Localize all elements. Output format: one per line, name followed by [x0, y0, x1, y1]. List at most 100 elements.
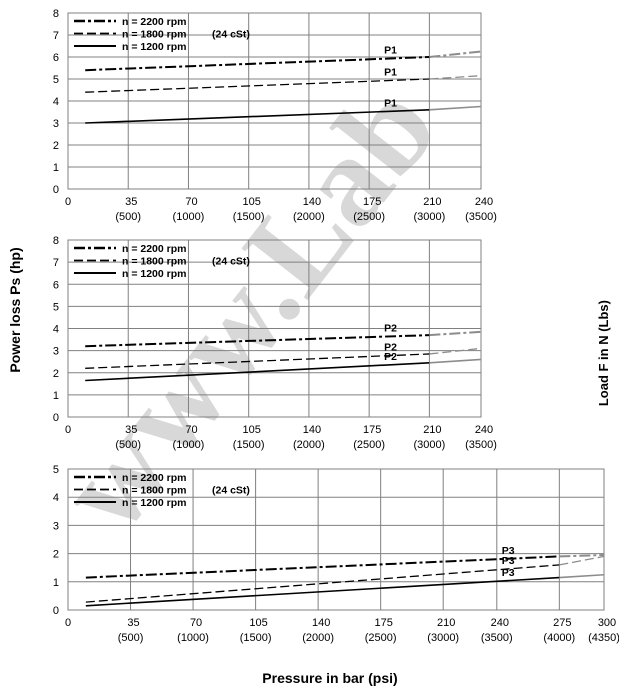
psi-tick-label: (500): [118, 632, 144, 644]
psi-tick-label: (1500): [233, 439, 265, 451]
series-2-line: [85, 555, 605, 603]
y-tick-label: 1: [53, 577, 59, 589]
series-segment: [85, 109, 430, 124]
series-extension-segment: [429, 358, 482, 364]
psi-tick-label: (3000): [413, 211, 445, 223]
x-tick-label: 175: [374, 617, 392, 629]
psi-tick-label: (3500): [465, 439, 497, 451]
psi-tick-label: (1500): [233, 211, 265, 223]
series-extension-segment: [429, 347, 482, 355]
x-tick-label: 35: [127, 617, 139, 629]
psi-tick-label: (2000): [293, 211, 325, 223]
x-tick-label: 70: [190, 617, 202, 629]
series-segment: [85, 576, 560, 607]
x-tick-label: 35: [125, 424, 137, 436]
y-tick-label: 4: [53, 492, 59, 504]
legend-note: (24 cSt): [212, 29, 250, 41]
y-tick-label: 2: [53, 549, 59, 561]
series-3-line: [85, 573, 605, 607]
x-tick-label: 140: [312, 617, 330, 629]
x-tick-label: 275: [553, 617, 571, 629]
psi-tick-label: (500): [115, 439, 141, 451]
x-tick-label: 300: [598, 617, 616, 629]
y-tick-label: 0: [53, 605, 59, 617]
y-tick-label: 6: [53, 279, 59, 291]
legend-label: n = 1200 rpm: [122, 268, 187, 280]
x-tick-label: 105: [249, 617, 267, 629]
x-tick-label: 70: [185, 424, 197, 436]
y-tick-label: 6: [53, 52, 59, 64]
psi-tick-label: (1000): [173, 211, 205, 223]
x-tick-label: 0: [65, 424, 71, 436]
psi-tick-label: (2000): [293, 439, 325, 451]
series-segment: [85, 334, 430, 348]
x-tick-label: 140: [303, 196, 321, 208]
psi-tick-label: (2500): [365, 632, 397, 644]
legend-label: n = 2200 rpm: [122, 16, 187, 28]
y-tick-label: 4: [53, 324, 59, 336]
psi-tick-label: (1000): [177, 632, 209, 644]
series-segment: [85, 564, 560, 603]
y-tick-label: 3: [53, 118, 59, 130]
chart-panel-1: 0 1 2 3 4 5 6 7 8 0 35 70 105 140 175 210 240 (500) (1000)…: [53, 8, 497, 223]
curve-label: P1: [384, 45, 397, 57]
curve-label: P2: [384, 342, 397, 354]
series-extension-segment: [429, 75, 482, 80]
curve-label: P3: [502, 567, 515, 579]
y-tick-label: 7: [53, 30, 59, 42]
x-tick-label: 240: [475, 424, 493, 436]
x-tick-label: 175: [363, 196, 381, 208]
legend-label: n = 1200 rpm: [122, 497, 187, 509]
x-tick-label: 210: [423, 196, 441, 208]
plot-frame: [67, 12, 482, 190]
y-tick-label: 0: [53, 184, 59, 196]
y-tick-label: 1: [53, 162, 59, 174]
series-2-line: [85, 75, 482, 93]
x-tick-label: 140: [303, 424, 321, 436]
curve-label: P3: [502, 555, 515, 567]
legend-label: n = 1200 rpm: [122, 41, 187, 53]
plot-frame: [67, 239, 482, 418]
series-extension-segment: [429, 330, 482, 337]
series-1-line: [85, 330, 482, 348]
curve-label: P3: [502, 545, 515, 557]
psi-tick-label: (2000): [302, 632, 334, 644]
x-tick-label: 70: [185, 196, 197, 208]
psi-tick-label: (4350): [588, 632, 619, 644]
series-3-line: [85, 105, 482, 124]
series-1-line: [85, 50, 482, 72]
psi-tick-label: (2500): [353, 439, 385, 451]
psi-tick-label: (3500): [481, 632, 513, 644]
psi-tick-label: (1500): [240, 632, 272, 644]
x-tick-label: 240: [491, 617, 509, 629]
curve-label: P2: [384, 322, 397, 334]
watermark-text: www.Lab: [30, 58, 464, 557]
series-extension-segment: [559, 555, 605, 566]
series-segment: [85, 555, 560, 579]
series-segment: [85, 78, 430, 93]
x-tick-label: 240: [475, 196, 493, 208]
series-extension-segment: [429, 105, 482, 111]
y-tick-label: 8: [53, 235, 59, 247]
y-tick-label: 8: [53, 8, 59, 20]
legend-note: (24 cSt): [212, 256, 250, 268]
y-tick-label: 1: [53, 390, 59, 402]
psi-tick-label: (2500): [353, 211, 385, 223]
x-tick-label: 35: [125, 196, 137, 208]
series-extension-segment: [559, 573, 605, 579]
watermark-layer: www.Lab: [30, 58, 464, 557]
right-axis-fragment: Load F in N (Lbs): [596, 300, 611, 406]
plot-frame: [67, 468, 605, 611]
legend-label: n = 1800 rpm: [122, 256, 187, 268]
y-tick-label: 2: [53, 368, 59, 380]
y-tick-label: 2: [53, 140, 59, 152]
legend-label: n = 1800 rpm: [122, 485, 187, 497]
y-tick-label: 5: [53, 464, 59, 476]
psi-tick-label: (500): [115, 211, 141, 223]
x-tick-label: 0: [65, 617, 71, 629]
y-tick-label: 5: [53, 301, 59, 313]
x-tick-label: 210: [423, 424, 441, 436]
x-tick-label: 105: [243, 196, 261, 208]
x-tick-label: 175: [363, 424, 381, 436]
